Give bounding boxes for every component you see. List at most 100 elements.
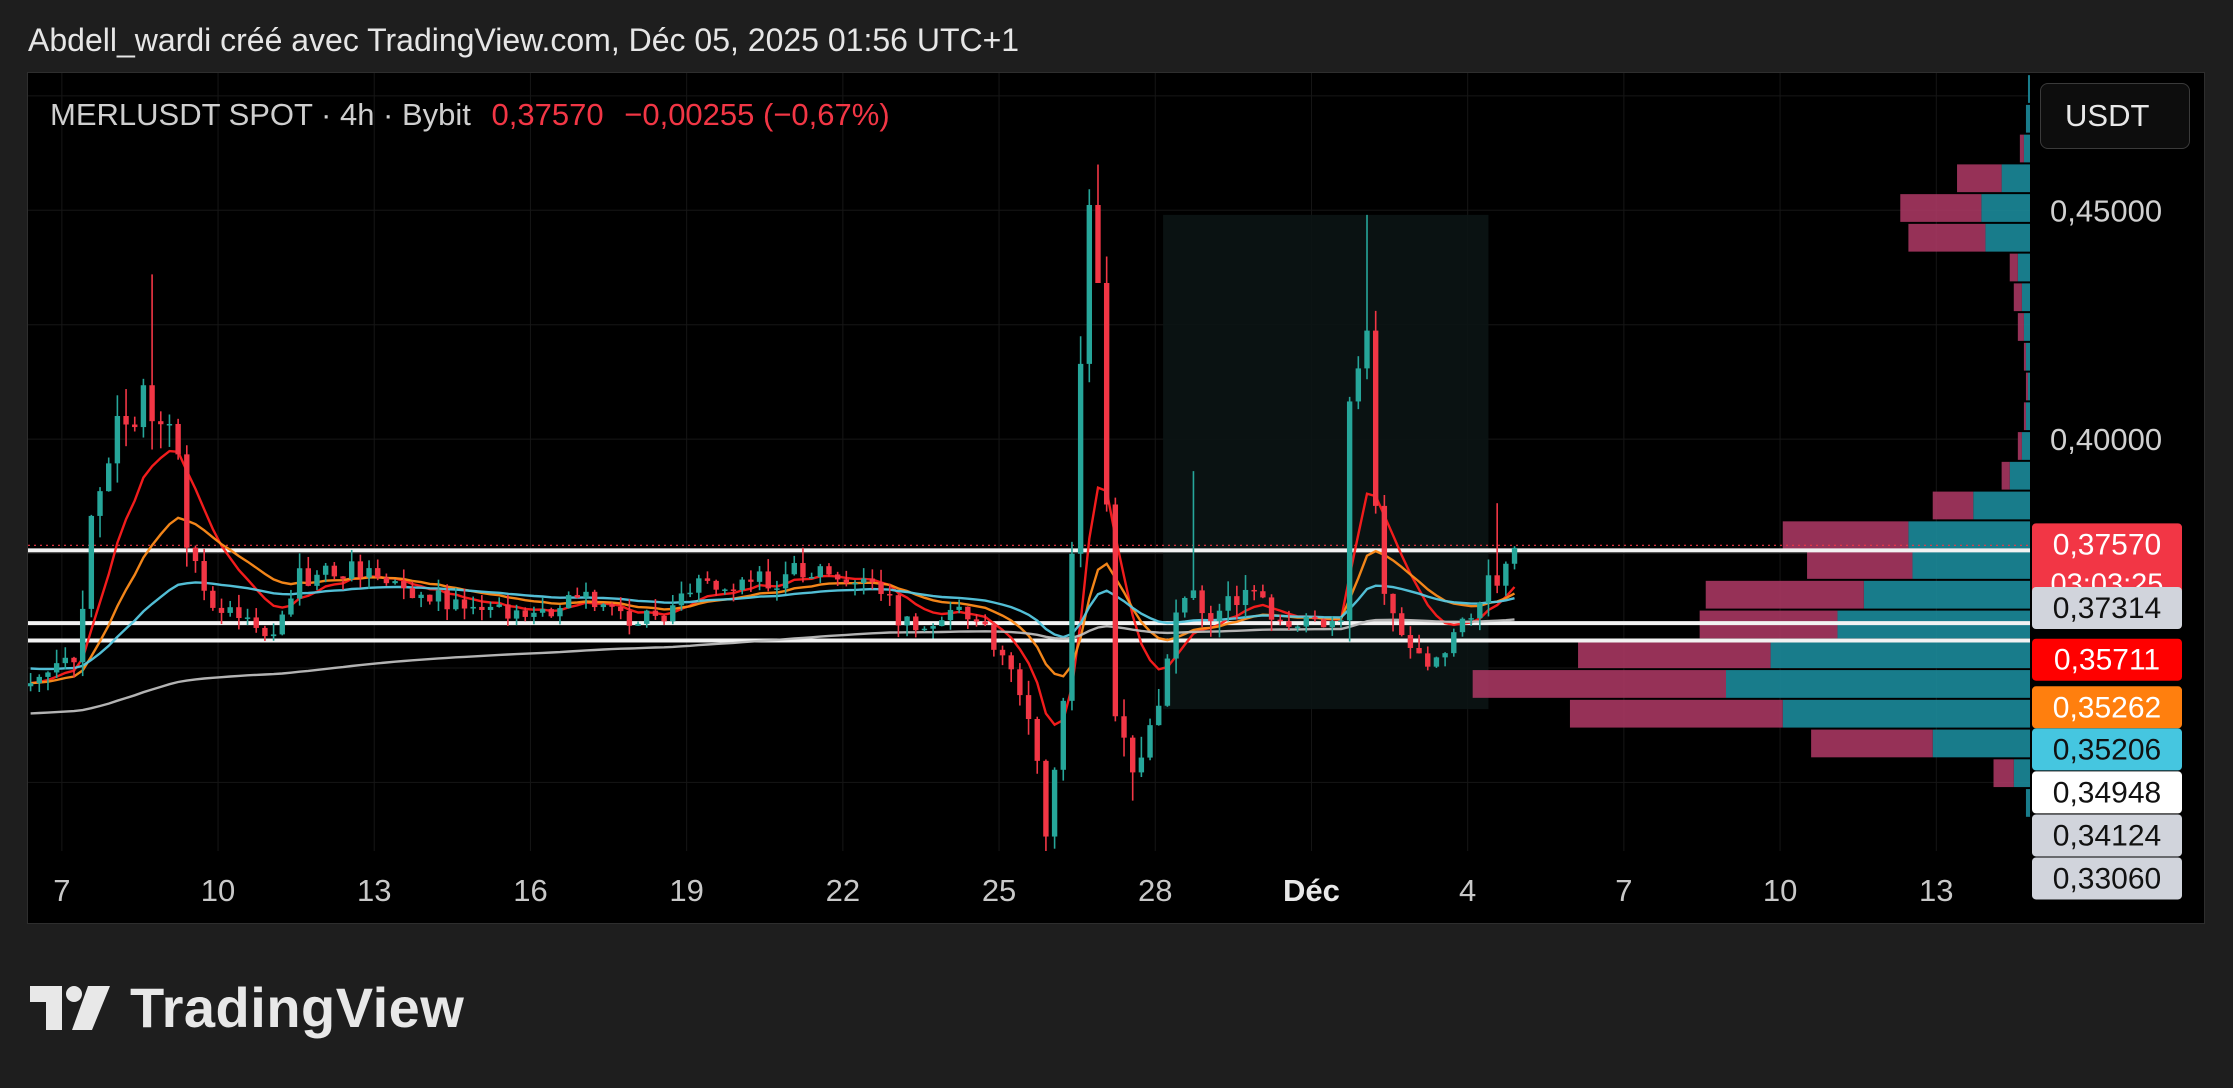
candle-up bbox=[1329, 620, 1335, 628]
volume-profile-up-bar bbox=[2025, 342, 2030, 371]
candle-up bbox=[36, 676, 42, 684]
volume-profile-down-bar bbox=[1993, 759, 2014, 788]
candle-up bbox=[140, 385, 147, 428]
price-label-value: 0,33060 bbox=[2053, 862, 2161, 895]
candle-up bbox=[722, 589, 728, 591]
candle-down bbox=[1017, 669, 1023, 696]
price-tick-label: 0,40000 bbox=[2050, 422, 2162, 457]
candle-down bbox=[1234, 596, 1240, 606]
candle-up bbox=[1190, 590, 1197, 598]
volume-profile-up-bar bbox=[2023, 313, 2030, 341]
time-axis[interactable]: 7 10 13 16 19 22 25 28 Déc 4 7 10 13 bbox=[53, 873, 1953, 908]
candle-up bbox=[1051, 769, 1058, 837]
candle-down bbox=[1277, 619, 1283, 622]
candle-down bbox=[1043, 760, 1049, 837]
candle-up bbox=[453, 599, 459, 610]
candle-down bbox=[149, 385, 155, 422]
candle-down bbox=[704, 578, 711, 581]
volume-profile-down-bar bbox=[1472, 670, 1726, 698]
price-tick-label: 0,45000 bbox=[2050, 193, 2162, 228]
candle-down bbox=[1034, 719, 1040, 761]
candle-up bbox=[513, 610, 520, 619]
candle-up bbox=[1138, 757, 1145, 773]
candle-up bbox=[288, 598, 294, 615]
candle-down bbox=[1008, 655, 1014, 670]
price-label-bg bbox=[2032, 523, 2182, 606]
candle-up bbox=[1485, 575, 1492, 603]
candle-down bbox=[357, 561, 364, 578]
candle-down bbox=[800, 563, 806, 578]
candle-up bbox=[1468, 618, 1474, 620]
volume-profile-up-bar bbox=[1981, 194, 2030, 222]
candle-up bbox=[1147, 725, 1153, 758]
candle-up bbox=[1294, 626, 1301, 629]
candle-up bbox=[531, 612, 537, 617]
volume-profile-up-bar bbox=[2025, 789, 2030, 817]
candle-down bbox=[1407, 635, 1414, 648]
candle-up bbox=[1303, 616, 1309, 627]
candle-up bbox=[904, 616, 910, 626]
candle-down bbox=[609, 604, 615, 607]
candle-down bbox=[461, 599, 468, 609]
last-price: 0,37570 bbox=[491, 97, 604, 132]
candle-down bbox=[1025, 695, 1032, 720]
candle-up bbox=[930, 626, 936, 629]
price-label-bg bbox=[2032, 586, 2182, 629]
volume-profile-down-bar bbox=[2025, 372, 2028, 401]
candle-up bbox=[270, 634, 277, 637]
candle-up bbox=[644, 610, 650, 624]
candle-down bbox=[1399, 613, 1405, 636]
chart-frame[interactable]: 0,40000 0,45000 7 10 13 16 19 22 25 28 Déc 4 7 10 13 … bbox=[27, 72, 2205, 924]
currency-button[interactable]: USDT bbox=[2040, 83, 2190, 149]
candle-up bbox=[1503, 563, 1509, 586]
candle-up bbox=[1069, 553, 1075, 701]
candle-up bbox=[496, 604, 502, 607]
candle-up bbox=[1364, 330, 1370, 369]
volume-profile-up-bar bbox=[1912, 551, 2030, 579]
candle-up bbox=[956, 606, 962, 610]
price-label-value: 0,35262 bbox=[2053, 691, 2161, 724]
candle-up bbox=[583, 591, 589, 598]
time-tick-label: 25 bbox=[982, 873, 1016, 908]
candle-up bbox=[1433, 657, 1440, 667]
candle-up bbox=[1442, 653, 1448, 658]
candle-down bbox=[887, 594, 893, 596]
candle-up bbox=[939, 620, 945, 627]
candle-down bbox=[765, 571, 771, 589]
candle-down bbox=[1286, 621, 1292, 627]
candle-down bbox=[878, 582, 884, 595]
candle-up bbox=[782, 574, 789, 589]
volume-profile-down-bar bbox=[2019, 134, 2024, 163]
candle-up bbox=[1173, 612, 1179, 659]
volume-profile-down-bar bbox=[1569, 699, 1783, 728]
candle-down bbox=[192, 547, 199, 562]
tradingview-logo-icon bbox=[30, 985, 110, 1030]
candle-up bbox=[348, 561, 355, 579]
grid-lines bbox=[28, 73, 2030, 851]
candle-down bbox=[1381, 505, 1388, 594]
price-label-value: 0,35711 bbox=[2054, 644, 2160, 677]
volume-profile-up-bar bbox=[1782, 699, 2030, 728]
candle-up bbox=[670, 605, 676, 622]
candle-up bbox=[1077, 363, 1084, 554]
candle-down bbox=[618, 606, 624, 612]
candle-up bbox=[557, 608, 563, 617]
symbol-legend[interactable]: MERLUSDT SPOT · 4h · Bybit 0,37570 −0,00… bbox=[50, 97, 890, 133]
candle-down bbox=[843, 579, 850, 584]
volume-profile-up-bar bbox=[2009, 461, 2030, 490]
candle-down bbox=[409, 588, 416, 599]
volume-profile-down-bar bbox=[1900, 194, 1982, 222]
candle-down bbox=[652, 610, 659, 616]
volume-profile-down-bar bbox=[1811, 729, 1933, 758]
candle-up bbox=[817, 566, 823, 578]
candle-down bbox=[158, 421, 164, 425]
volume-profile-up-bar bbox=[1770, 640, 2030, 669]
candle-down bbox=[132, 424, 138, 428]
candle-down bbox=[1095, 204, 1101, 284]
candle-down bbox=[427, 594, 433, 602]
candle-up bbox=[600, 604, 607, 608]
time-tick-label: 28 bbox=[1138, 873, 1172, 908]
brand-logo[interactable]: TradingView bbox=[30, 975, 464, 1040]
volume-profile bbox=[1472, 75, 2030, 817]
